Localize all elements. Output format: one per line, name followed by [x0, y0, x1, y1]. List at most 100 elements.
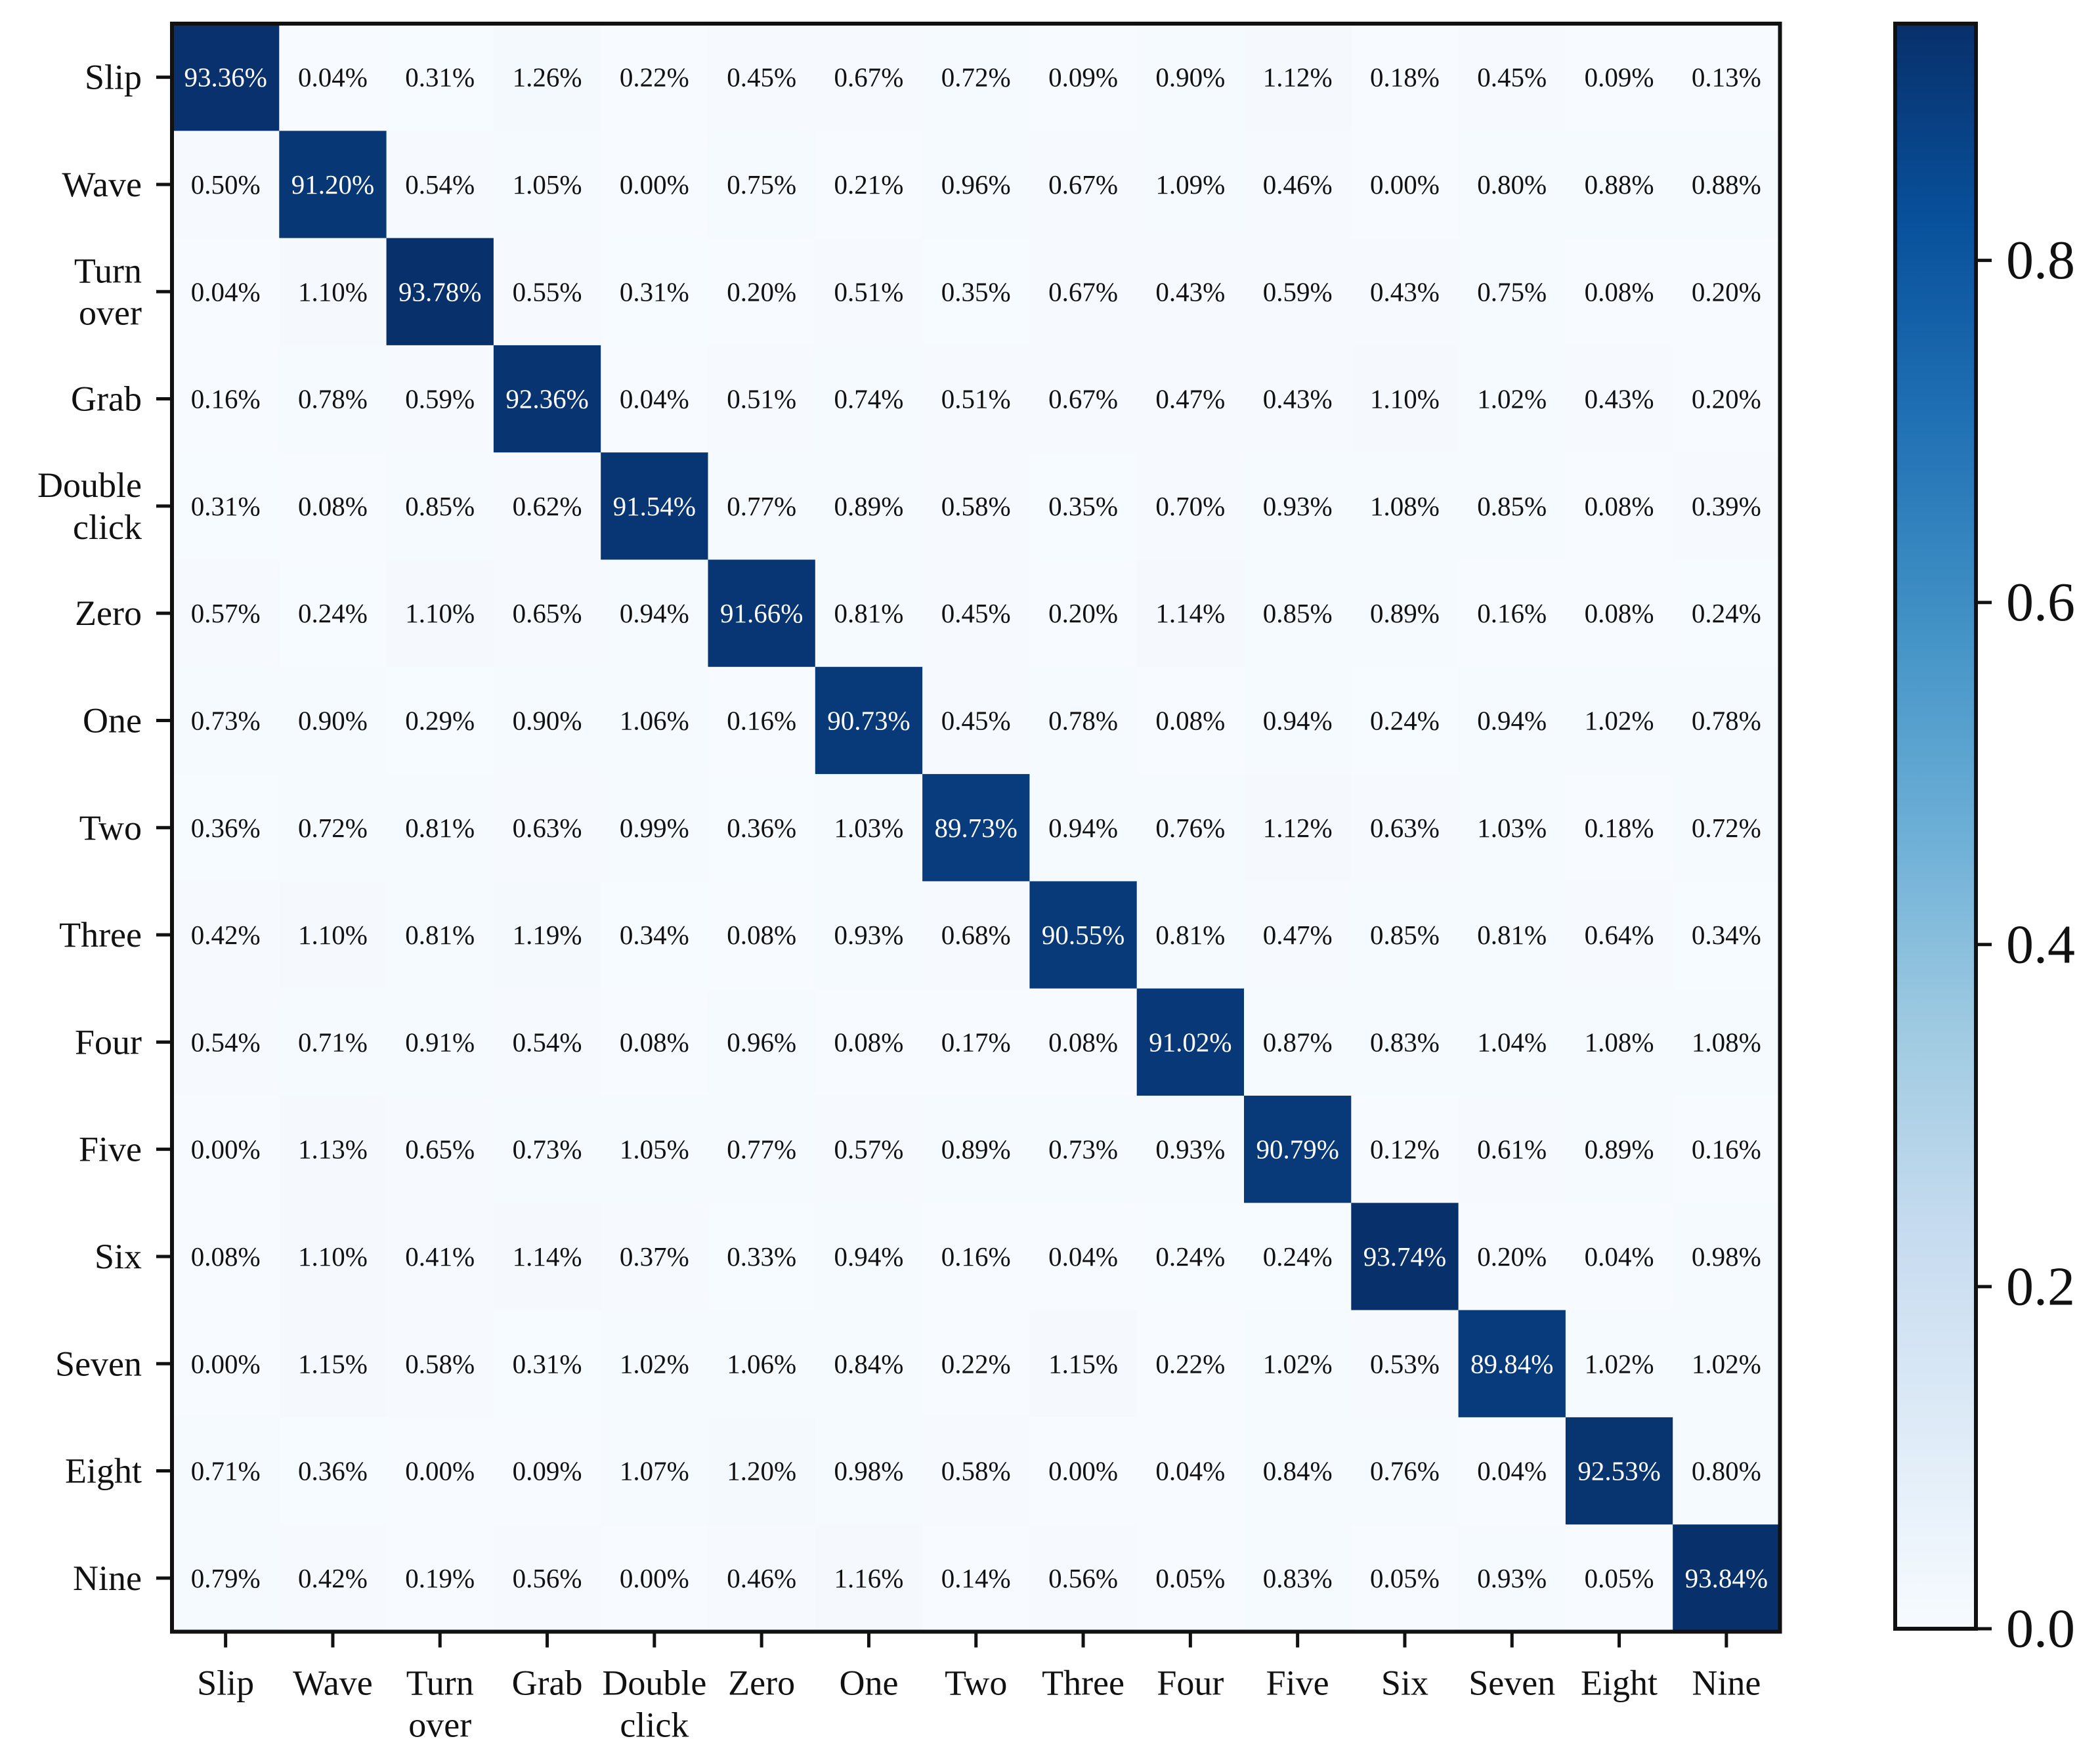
heatmap-cell [922, 345, 1030, 453]
heatmap-cell [1351, 1417, 1459, 1525]
cell-value-label: 0.13% [1692, 62, 1761, 93]
cell-value-label: 0.36% [727, 813, 796, 843]
heatmap-cell [172, 1310, 280, 1418]
cell-value-label: 0.34% [620, 920, 689, 950]
heatmap-cell [601, 238, 709, 346]
heatmap-cell [493, 559, 601, 668]
cell-value-label: 0.31% [513, 1348, 582, 1379]
cell-value-label: 0.98% [834, 1456, 903, 1486]
heatmap-cell [1351, 345, 1459, 453]
cell-value-label: 0.72% [298, 813, 368, 843]
cell-value-label: 1.13% [298, 1134, 368, 1165]
heatmap-cell [1673, 666, 1781, 775]
heatmap-cell [1565, 131, 1673, 239]
x-tick-label: Seven [1468, 1664, 1555, 1703]
cell-value-label: 0.08% [834, 1027, 903, 1057]
heatmap-cell [922, 131, 1030, 239]
cell-value-label: 0.93% [1155, 1134, 1225, 1165]
cell-value-label: 0.00% [191, 1134, 261, 1165]
heatmap-cell [708, 1203, 816, 1311]
heatmap-cell [279, 1310, 387, 1418]
heatmap-cell [1244, 238, 1352, 346]
heatmap-cell [1458, 238, 1566, 346]
heatmap-cell [1244, 1524, 1352, 1633]
heatmap-cell [279, 1524, 387, 1633]
cell-value-label: 0.20% [1477, 1241, 1547, 1272]
cell-value-label: 0.09% [1585, 62, 1654, 93]
heatmap-cell [922, 559, 1030, 668]
cell-value-label: 0.09% [513, 1456, 582, 1486]
heatmap-cell [279, 774, 387, 882]
cell-value-label: 0.81% [1155, 920, 1225, 950]
cell-value-label: 0.22% [620, 62, 689, 93]
heatmap-cell [1565, 666, 1673, 775]
heatmap-cells [172, 24, 1781, 1633]
x-tick-label: One [839, 1664, 898, 1703]
cell-value-label: 0.21% [834, 169, 903, 200]
heatmap-cell [922, 1203, 1030, 1311]
cell-value-label: 0.14% [941, 1563, 1011, 1593]
colorbar: 0.0 0.2 0.4 0.6 0.8 [1893, 22, 2075, 1660]
cell-value-label: 93.36% [184, 62, 267, 93]
heatmap-cell [1673, 988, 1781, 1096]
cell-value-label: 0.77% [727, 1134, 796, 1165]
y-tick-label: Slip [85, 58, 142, 97]
heatmap-cell [1565, 1310, 1673, 1418]
y-tick-label: Two [79, 808, 142, 848]
heatmap-cell [815, 1417, 923, 1525]
heatmap-cell [1565, 24, 1673, 131]
heatmap-cell [1565, 1524, 1673, 1633]
heatmap-cell [279, 238, 387, 346]
heatmap-cell [1351, 988, 1459, 1096]
cell-value-label: 0.41% [405, 1241, 475, 1272]
cell-value-label: 0.51% [834, 276, 903, 307]
cell-value-label: 0.42% [298, 1563, 368, 1593]
x-tick-label: Wave [293, 1664, 373, 1703]
y-tick-label: Nine [73, 1558, 142, 1598]
cell-value-label: 0.84% [834, 1348, 903, 1379]
heatmap-cell [1673, 559, 1781, 668]
heatmap-cell [1673, 24, 1781, 131]
heatmap-cell [922, 666, 1030, 775]
heatmap-cell [493, 452, 601, 561]
heatmap-cell [1565, 452, 1673, 561]
cell-value-label: 93.84% [1685, 1563, 1768, 1593]
heatmap-cell [601, 774, 709, 882]
cell-value-label: 0.55% [513, 276, 582, 307]
heatmap-cell [1565, 881, 1673, 989]
heatmap-cell [386, 881, 494, 989]
heatmap-cell [279, 988, 387, 1096]
heatmap-cell [1136, 24, 1245, 131]
heatmap-cell [1136, 131, 1245, 239]
heatmap-cell [1029, 131, 1138, 239]
heatmap-cell [815, 774, 923, 882]
heatmap-cell [386, 1203, 494, 1311]
heatmap-cell [1029, 1417, 1138, 1525]
cell-value-label: 0.50% [191, 169, 261, 200]
heatmap-cell [922, 238, 1030, 346]
heatmap-cell [1458, 1417, 1566, 1525]
x-tick-label: over [408, 1706, 471, 1745]
heatmap-cell [386, 559, 494, 668]
heatmap-cell [1458, 559, 1566, 668]
heatmap-cell [1458, 774, 1566, 882]
cell-value-label: 0.89% [941, 1134, 1011, 1165]
cell-value-label: 0.58% [941, 491, 1011, 521]
cell-value-label: 0.16% [941, 1241, 1011, 1272]
cell-value-label: 1.10% [298, 920, 368, 950]
heatmap-cell [386, 238, 494, 346]
heatmap-cell [708, 666, 816, 775]
heatmap-cell [815, 666, 923, 775]
heatmap-cell [1136, 666, 1245, 775]
heatmap-cell [922, 774, 1030, 882]
heatmap-cell [708, 988, 816, 1096]
heatmap-cell [1458, 1524, 1566, 1633]
heatmap-cell [386, 24, 494, 131]
cell-value-label: 0.57% [834, 1134, 903, 1165]
heatmap-cell [1136, 1203, 1245, 1311]
cell-value-label: 1.12% [1263, 62, 1333, 93]
cell-value-label: 1.10% [298, 276, 368, 307]
cell-value-label: 89.84% [1470, 1348, 1553, 1379]
heatmap-cell [708, 559, 816, 668]
